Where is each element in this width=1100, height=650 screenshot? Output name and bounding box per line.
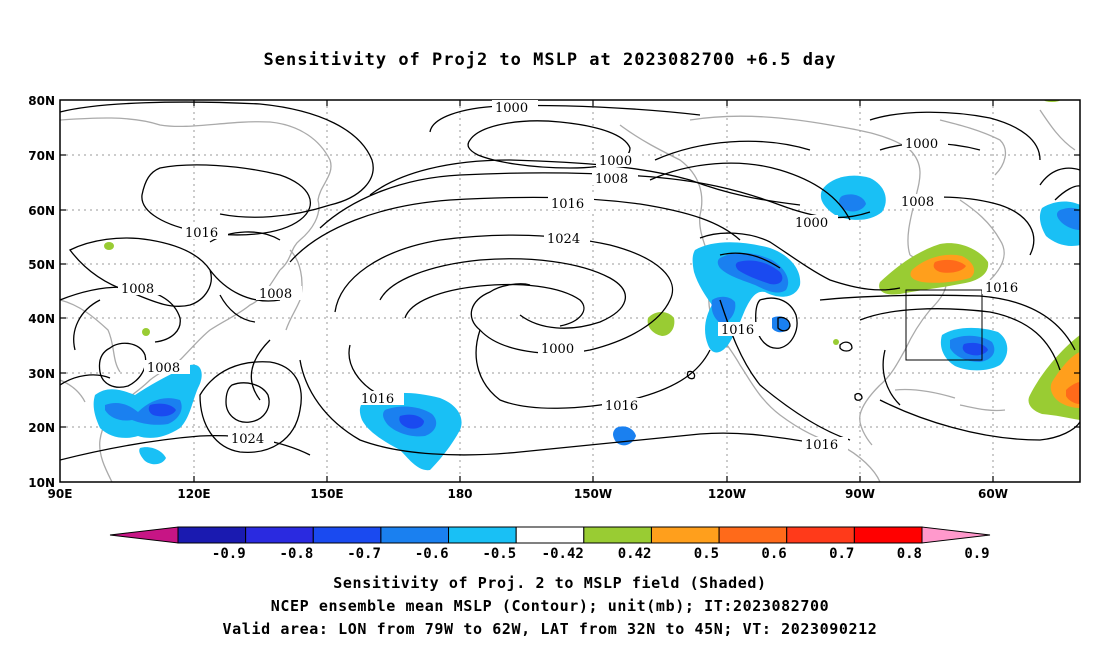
pos-blob-pacific bbox=[647, 312, 675, 336]
colorbar-box bbox=[583, 526, 652, 544]
lon-label: 90W bbox=[845, 487, 875, 501]
axis-ticks bbox=[60, 100, 1080, 482]
contour-label: 1016 bbox=[361, 392, 394, 407]
lon-label: 150W bbox=[574, 487, 612, 501]
colorbar-box bbox=[650, 526, 720, 544]
colorbar-label: -0.9 bbox=[212, 546, 246, 562]
caption-line-1: Sensitivity of Proj. 2 to MSLP field (Sh… bbox=[333, 574, 767, 592]
colorbar-label: -0.6 bbox=[415, 546, 449, 562]
colorbar-box bbox=[853, 526, 923, 544]
longitude-labels: 90E 120E 150E 180 150W 120W 90W 60W bbox=[48, 487, 1008, 501]
lat-label: 70N bbox=[28, 149, 55, 163]
contour-label: 1016 bbox=[605, 399, 638, 414]
colorbar-label: 0.9 bbox=[964, 546, 989, 562]
caption-line-3: Valid area: LON from 79W to 62W, LAT fro… bbox=[222, 620, 878, 638]
colorbar: -0.9 -0.8 -0.7 -0.6 -0.5 -0.42 0.42 0.5 0.6 0.7 0.… bbox=[109, 526, 991, 562]
lat-label: 30N bbox=[28, 367, 55, 381]
latitude-labels: 80N 70N 60N 50N 40N 30N 20N 10N bbox=[28, 94, 55, 490]
contour-label: 1000 bbox=[599, 154, 632, 169]
colorbar-label: -0.42 bbox=[542, 546, 584, 562]
lat-label: 80N bbox=[28, 94, 55, 108]
colorbar-label: -0.5 bbox=[482, 546, 516, 562]
colorbar-box bbox=[177, 526, 247, 544]
sensitivity-shading bbox=[93, 100, 1080, 471]
colorbar-label: 0.6 bbox=[761, 546, 786, 562]
valid-area-box bbox=[905, 289, 983, 361]
contour-label: 1000 bbox=[795, 216, 828, 231]
colorbar-min-triangle bbox=[109, 526, 179, 544]
colorbar-box bbox=[786, 526, 855, 544]
colorbar-max-triangle bbox=[921, 526, 991, 544]
lat-label: 60N bbox=[28, 204, 55, 218]
colorbar-label: -0.7 bbox=[347, 546, 381, 562]
pos-blob-asia2 bbox=[142, 328, 150, 336]
neg-small-china bbox=[139, 447, 166, 465]
map-title: Sensitivity of Proj2 to MSLP at 20230827… bbox=[263, 50, 837, 70]
lat-label: 40N bbox=[28, 312, 55, 326]
colorbar-box bbox=[448, 526, 517, 544]
lon-label: 120E bbox=[177, 487, 210, 501]
contour-labels: 1000 1000 1000 1000 1008 1008 1008 1008 … bbox=[121, 101, 1019, 453]
colorbar-box bbox=[380, 526, 450, 544]
lat-label: 20N bbox=[28, 421, 55, 435]
map-border bbox=[59, 99, 1081, 483]
colorbar-box bbox=[245, 526, 314, 544]
contour-label: 1008 bbox=[259, 287, 292, 302]
contour-label: 1016 bbox=[185, 226, 218, 241]
contour-label: 1000 bbox=[541, 342, 574, 357]
colorbar-label: 0.42 bbox=[618, 546, 652, 562]
colorbar-label: 0.7 bbox=[829, 546, 854, 562]
lon-label: 180 bbox=[447, 487, 472, 501]
pos-blob-asia1 bbox=[104, 242, 114, 250]
contour-label: 1008 bbox=[121, 282, 154, 297]
pos-blob-gulf bbox=[833, 339, 839, 345]
neg-core-hudson bbox=[839, 194, 866, 212]
lon-label: 150E bbox=[310, 487, 343, 501]
colorbar-box bbox=[312, 526, 382, 544]
caption-line-2: NCEP ensemble mean MSLP (Contour); unit(… bbox=[270, 597, 830, 615]
lon-label: 60W bbox=[978, 487, 1008, 501]
pos-core2-atlantic bbox=[1066, 382, 1080, 404]
lat-label: 50N bbox=[28, 258, 55, 272]
pos-core2-canada bbox=[933, 259, 966, 273]
neg-core2-china bbox=[148, 403, 176, 417]
lat-label: 10N bbox=[28, 476, 55, 490]
neg-core2-pacific bbox=[399, 414, 424, 429]
colorbar-label: -0.8 bbox=[280, 546, 314, 562]
contour-label: 1016 bbox=[721, 323, 754, 338]
neg-core2-westcoast bbox=[735, 260, 783, 285]
lon-label: 120W bbox=[708, 487, 746, 501]
neg-core-natl bbox=[1056, 207, 1080, 230]
contour-label: 1000 bbox=[905, 137, 938, 152]
colorbar-box bbox=[718, 526, 788, 544]
contour-label: 1008 bbox=[147, 361, 180, 376]
contour-label: 1008 bbox=[595, 172, 628, 187]
colorbar-label: 0.5 bbox=[694, 546, 719, 562]
contour-label: 1008 bbox=[901, 195, 934, 210]
lon-label: 90E bbox=[48, 487, 73, 501]
contour-label: 1000 bbox=[495, 101, 528, 116]
contour-label: 1016 bbox=[985, 281, 1018, 296]
colorbar-label: 0.8 bbox=[897, 546, 922, 562]
contour-label: 1016 bbox=[551, 197, 584, 212]
contour-label: 1016 bbox=[805, 438, 838, 453]
map-area bbox=[60, 100, 1080, 482]
contour-label: 1024 bbox=[231, 432, 264, 447]
colorbar-box bbox=[515, 526, 585, 544]
neg-small2-westcoast bbox=[772, 316, 790, 333]
contour-label: 1024 bbox=[547, 232, 580, 247]
